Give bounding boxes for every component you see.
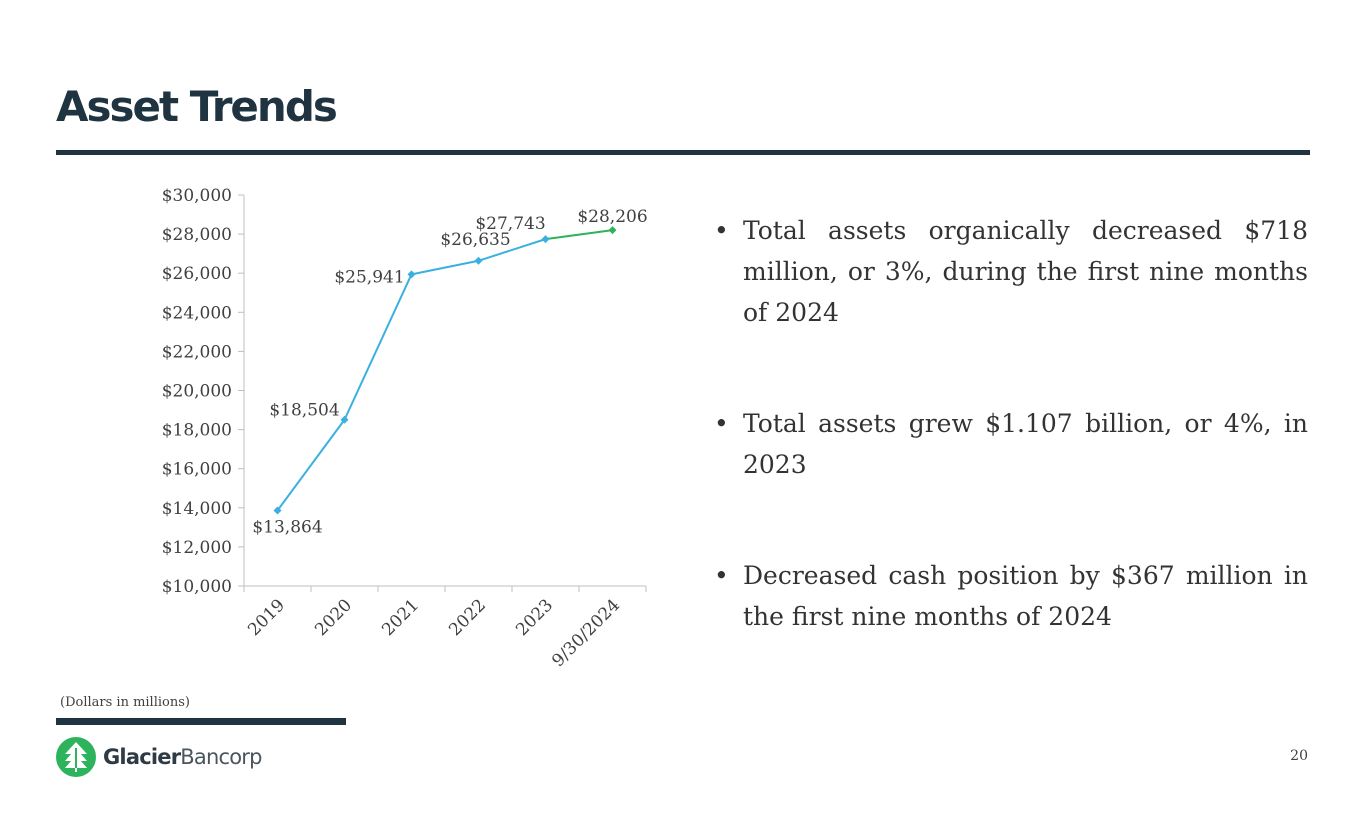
y-tick-label: $16,000 bbox=[162, 460, 232, 480]
x-tick-label: 2022 bbox=[445, 595, 490, 640]
series-segment bbox=[411, 259, 479, 276]
bullet-2023-growth: Total assets grew $1.107 billion, or 4%,… bbox=[714, 403, 1308, 485]
data-label: $26,635 bbox=[440, 230, 510, 250]
y-tick-label: $12,000 bbox=[162, 538, 232, 558]
data-point bbox=[340, 415, 349, 424]
tree-icon bbox=[56, 737, 96, 777]
data-label: $18,504 bbox=[269, 401, 339, 421]
units-footnote: (Dollars in millions) bbox=[60, 695, 190, 710]
x-tick-label: 2020 bbox=[311, 595, 356, 640]
y-tick-label: $18,000 bbox=[162, 421, 232, 441]
footer-divider bbox=[56, 718, 346, 725]
data-point bbox=[407, 270, 416, 279]
bullet-cash-position: Decreased cash position by $367 million … bbox=[714, 555, 1308, 637]
series-segment bbox=[276, 419, 346, 512]
y-tick-label: $20,000 bbox=[162, 382, 232, 402]
data-point bbox=[474, 256, 483, 265]
data-label: $28,206 bbox=[577, 207, 647, 227]
y-tick-label: $30,000 bbox=[162, 186, 232, 206]
y-tick-label: $24,000 bbox=[162, 303, 232, 323]
y-tick-label: $26,000 bbox=[162, 264, 232, 284]
x-tick-label: 2021 bbox=[378, 595, 423, 640]
y-tick-label: $10,000 bbox=[162, 577, 232, 597]
data-label: $13,864 bbox=[252, 517, 322, 537]
y-tick-label: $28,000 bbox=[162, 225, 232, 245]
x-tick-label: 2019 bbox=[244, 595, 289, 640]
x-tick-label: 9/30/2024 bbox=[548, 595, 624, 671]
title-divider bbox=[56, 150, 1310, 155]
asset-trend-chart: $10,000 $12,000 $14,000 $16,000 $18,000 $20,0… bbox=[162, 186, 648, 671]
data-point bbox=[273, 506, 282, 515]
series-segment bbox=[343, 273, 413, 421]
bullet-organic-decrease: Total assets organically decreased $718 … bbox=[714, 210, 1308, 333]
data-point bbox=[608, 226, 617, 235]
page-title: Asset Trends bbox=[56, 82, 338, 131]
y-tick-label: $14,000 bbox=[162, 499, 232, 519]
company-name-bold: Glacier bbox=[103, 745, 181, 769]
data-label: $25,941 bbox=[334, 267, 404, 287]
series-segment bbox=[478, 238, 546, 262]
company-logo: GlacierBancorp bbox=[56, 737, 262, 777]
data-label: $27,743 bbox=[475, 214, 545, 234]
x-tick-label: 2023 bbox=[512, 595, 557, 640]
y-tick-label: $22,000 bbox=[162, 342, 232, 362]
company-name: GlacierBancorp bbox=[103, 745, 262, 769]
page-number: 20 bbox=[1290, 748, 1308, 764]
series-segment bbox=[545, 229, 613, 241]
data-point bbox=[541, 235, 550, 244]
company-name-light: Bancorp bbox=[180, 745, 262, 769]
